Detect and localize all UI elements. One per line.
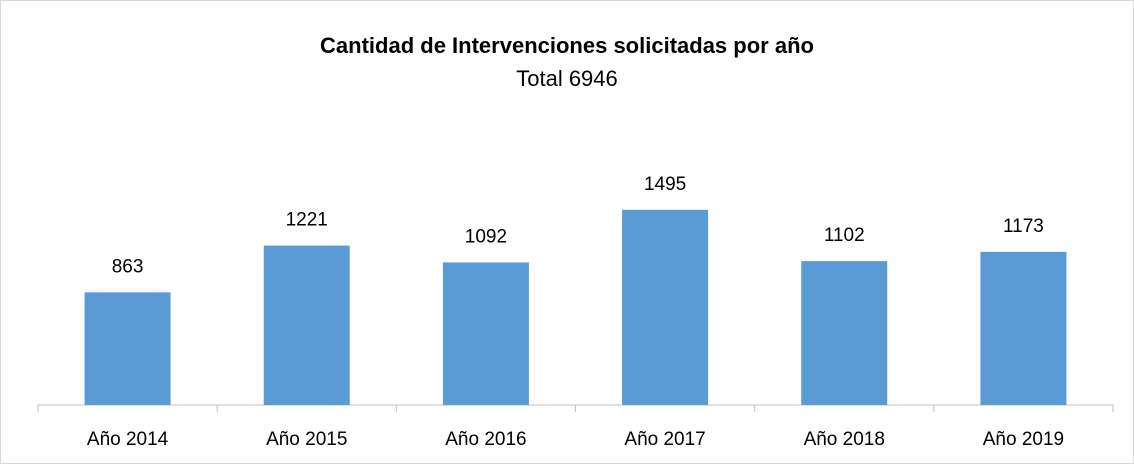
bar xyxy=(442,262,529,405)
x-tick-label: Año 2015 xyxy=(266,429,347,450)
x-tick-label: Año 2017 xyxy=(624,429,705,450)
bar xyxy=(980,251,1067,405)
value-label: 1092 xyxy=(465,226,507,247)
bar xyxy=(84,292,171,405)
value-label: 1102 xyxy=(824,225,865,246)
chart-subtitle: Total 6946 xyxy=(516,66,618,91)
bar xyxy=(622,209,709,405)
bar xyxy=(263,245,350,405)
bar xyxy=(801,261,888,405)
chart-title: Cantidad de Intervenciones solicitadas p… xyxy=(320,33,814,58)
value-label: 863 xyxy=(112,256,144,277)
x-tick-label: Año 2019 xyxy=(983,429,1064,450)
x-tick-label: Año 2014 xyxy=(87,429,169,450)
value-label: 1173 xyxy=(1003,216,1044,237)
x-tick-label: Año 2016 xyxy=(445,429,526,450)
value-label: 1495 xyxy=(644,174,686,195)
x-tick-label: Año 2018 xyxy=(804,429,885,450)
value-label: 1221 xyxy=(286,210,328,231)
